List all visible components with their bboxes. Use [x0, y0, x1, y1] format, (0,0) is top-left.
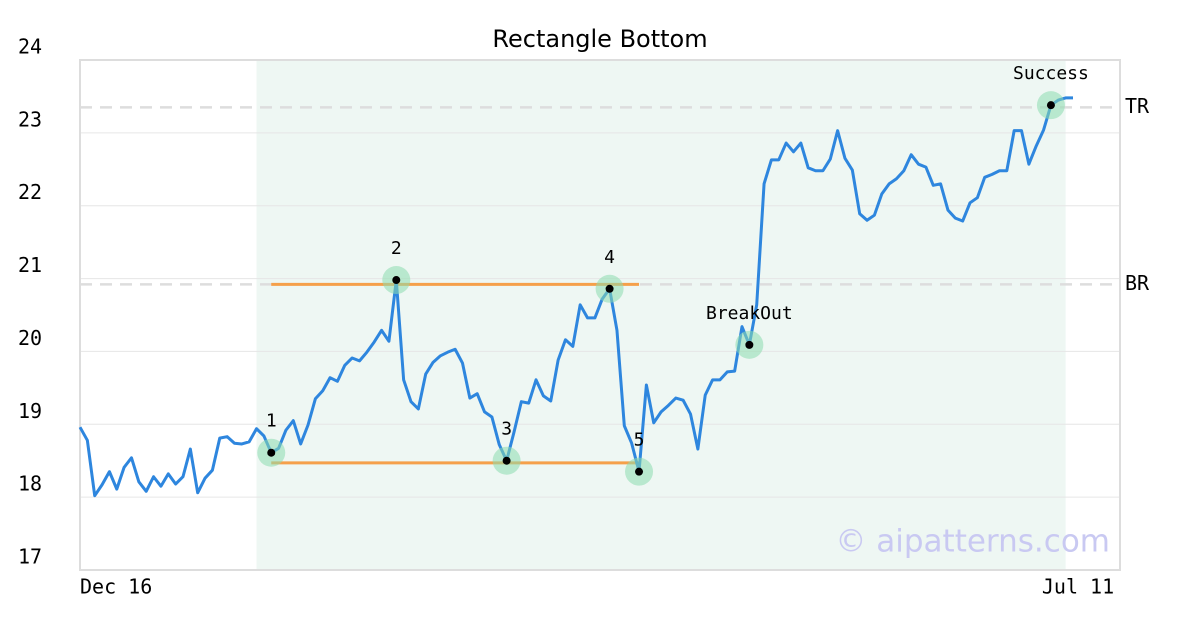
level-label: TR — [1125, 94, 1150, 118]
price-line — [78, 96, 1073, 498]
y-tick-label: 22 — [18, 180, 42, 204]
annotation-dot — [392, 276, 401, 285]
y-tick-label: 19 — [18, 399, 42, 423]
annotation-label: Success — [1013, 63, 1089, 84]
level-label: BR — [1125, 271, 1150, 295]
annotation-dot — [635, 467, 644, 476]
x-tick-label: Dec 16 — [80, 575, 152, 599]
annotation-label: 4 — [604, 247, 615, 268]
y-tick-label: 24 — [18, 35, 42, 59]
annotation-label: 5 — [634, 430, 645, 451]
y-tick-label: 18 — [18, 472, 42, 496]
y-tick-label: 17 — [18, 545, 42, 569]
annotation-dot — [745, 340, 754, 349]
annotation-dot — [605, 284, 614, 293]
y-tick-label: 20 — [18, 326, 42, 350]
plot-frame — [79, 59, 1121, 571]
annotation-dot — [1046, 101, 1055, 110]
x-tick-label: Jul 11 — [1042, 575, 1114, 599]
chart-title: Rectangle Bottom — [492, 25, 707, 53]
y-tick-label: 21 — [18, 253, 42, 277]
annotation-label: 1 — [266, 411, 277, 432]
annotation-dot — [502, 456, 511, 465]
annotation-label: 2 — [391, 238, 402, 259]
pattern-region — [256, 60, 1066, 570]
annotation-dot — [267, 448, 276, 457]
y-tick-label: 23 — [18, 107, 42, 131]
watermark: © aipatterns.com — [835, 524, 1110, 560]
annotation-label: 3 — [501, 419, 512, 440]
annotation-label: BreakOut — [706, 303, 793, 324]
